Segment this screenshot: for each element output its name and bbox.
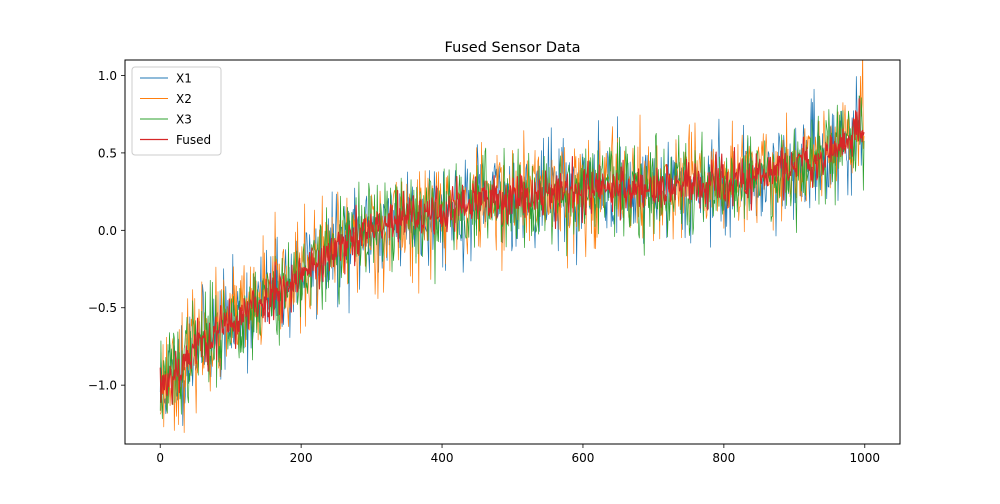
plot-area: [124, 59, 901, 445]
y-tick-label: −0.5: [88, 301, 117, 315]
x-tick-label: 0: [156, 451, 164, 465]
legend-label-x1: X1: [176, 72, 192, 86]
series-line-fused: [159, 98, 865, 405]
legend-label-x3: X3: [176, 113, 192, 127]
legend-label-x2: X2: [176, 92, 192, 106]
x-axis: 0 200 400 600 800 1000: [156, 444, 880, 465]
legend-box: [131, 66, 222, 156]
x-tick-label: 200: [290, 451, 313, 465]
legend: X1 X2 X3 Fused: [131, 66, 222, 156]
y-tick-label: 0.0: [98, 224, 117, 238]
y-tick-label: 1.0: [98, 69, 117, 83]
y-tick-label: −1.0: [88, 379, 117, 393]
x-tick-label: 400: [431, 451, 454, 465]
legend-label-fused: Fused: [176, 133, 211, 147]
chart-title: Fused Sensor Data: [445, 40, 581, 56]
y-tick-label: 0.5: [98, 146, 117, 160]
y-axis: −1.0 −0.5 0.0 0.5 1.0: [88, 69, 125, 393]
x-tick-label: 600: [572, 451, 595, 465]
x-tick-label: 800: [712, 451, 735, 465]
x-tick-label: 1000: [849, 451, 880, 465]
